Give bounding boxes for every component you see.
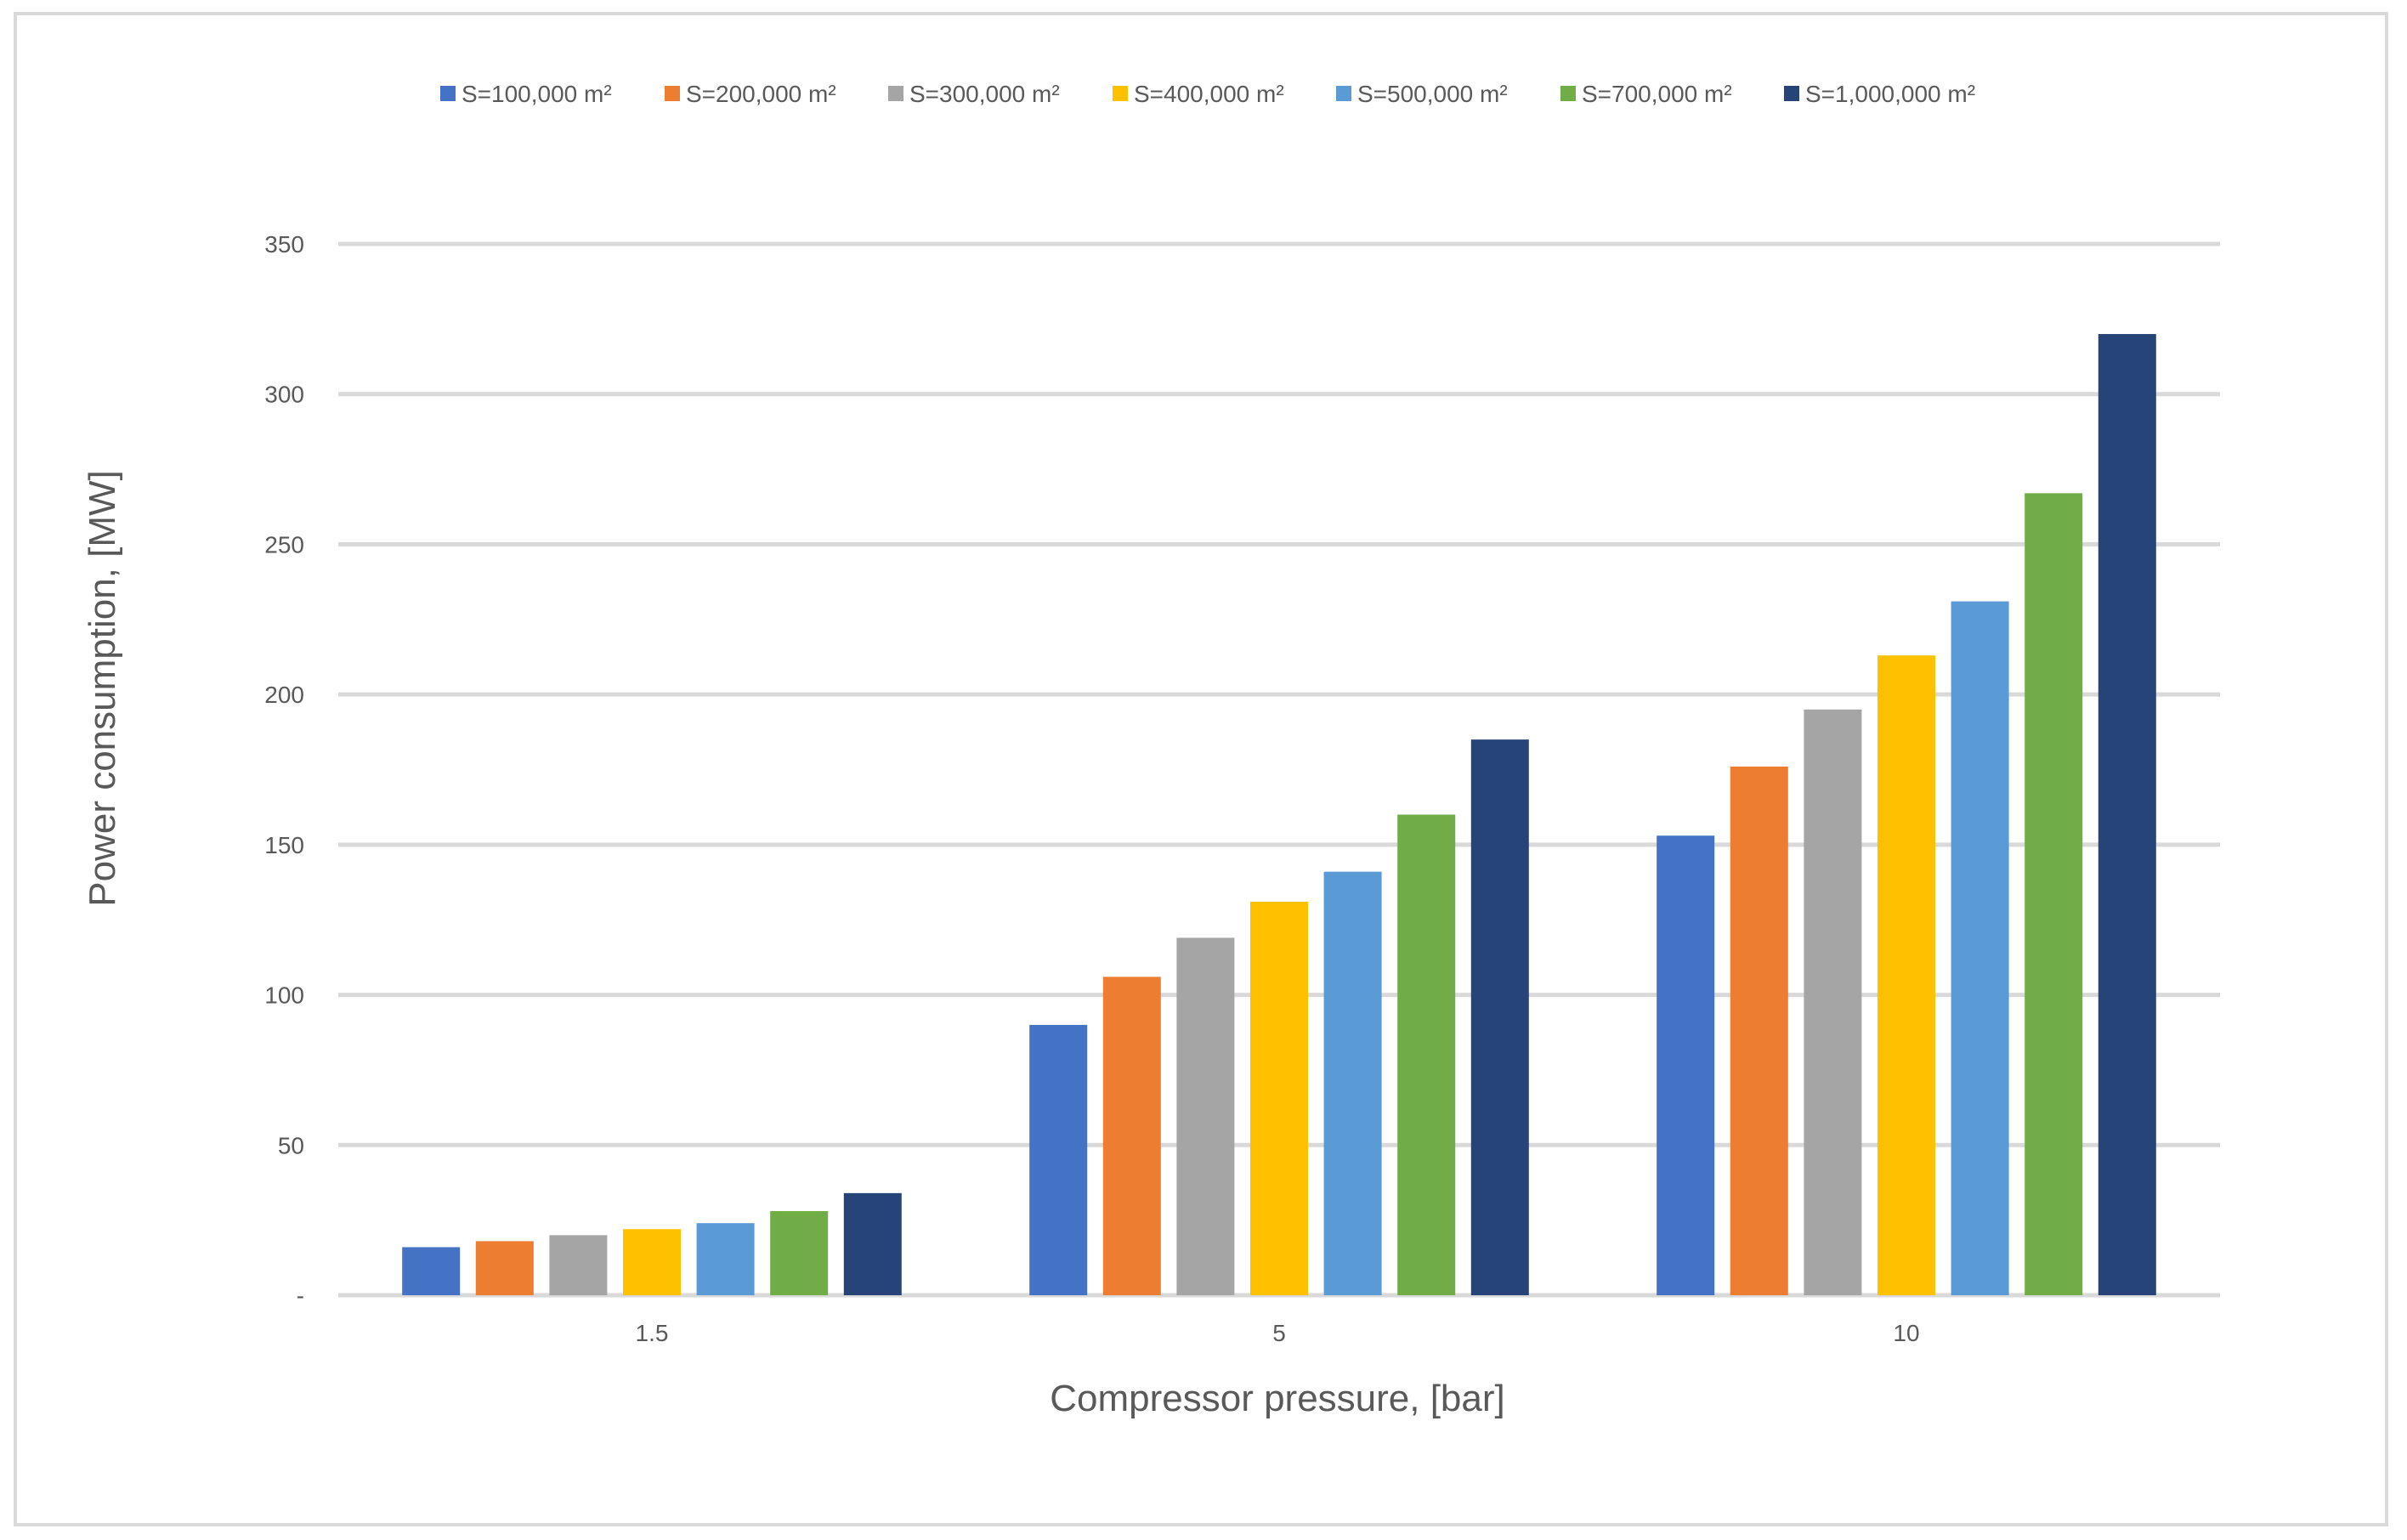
- legend-item: S=300,000 m²: [888, 81, 1060, 107]
- x-axis-ticks: 1.5 5 10: [636, 1320, 1920, 1346]
- legend-item: S=400,000 m²: [1113, 81, 1284, 107]
- legend-label: S=1,000,000 m²: [1805, 81, 1975, 107]
- x-tick-label: 10: [1893, 1320, 1919, 1346]
- legend-swatch: [1560, 86, 1576, 101]
- bar-10-series-3: [1804, 709, 1862, 1295]
- bars: [402, 334, 2156, 1295]
- y-axis-title: Power consumption, [MW]: [82, 470, 123, 907]
- legend-swatch: [665, 86, 680, 101]
- legend-swatch: [440, 86, 456, 101]
- legend-item: S=200,000 m²: [665, 81, 836, 107]
- y-tick-label: 200: [264, 682, 304, 708]
- bar-10-series-6: [2025, 493, 2083, 1295]
- legend-label: S=100,000 m²: [462, 81, 612, 107]
- bar-1.5-series-7: [843, 1192, 902, 1295]
- bar-1.5-series-1: [402, 1247, 461, 1295]
- legend-item: S=100,000 m²: [440, 81, 612, 107]
- legend-label: S=700,000 m²: [1582, 81, 1732, 107]
- bar-5-series-7: [1470, 739, 1529, 1295]
- y-tick-label: 100: [264, 982, 304, 1009]
- y-tick-label: 150: [264, 832, 304, 858]
- legend-swatch: [1784, 86, 1799, 101]
- legend-label: S=300,000 m²: [909, 81, 1060, 107]
- legend: S=100,000 m² S=200,000 m² S=300,000 m² S=40…: [440, 81, 1975, 107]
- x-tick-label: 5: [1272, 1320, 1286, 1346]
- legend-swatch: [1336, 86, 1351, 101]
- legend-label: S=500,000 m²: [1357, 81, 1508, 107]
- legend-label: S=200,000 m²: [686, 81, 836, 107]
- bar-5-series-4: [1250, 902, 1308, 1295]
- bar-10-series-7: [2098, 334, 2156, 1295]
- bar-5-series-6: [1397, 814, 1456, 1295]
- y-tick-label: 300: [264, 382, 304, 408]
- bar-5-series-5: [1323, 871, 1382, 1295]
- legend-item: S=700,000 m²: [1560, 81, 1732, 107]
- bar-1.5-series-2: [475, 1241, 534, 1295]
- bar-1.5-series-4: [623, 1229, 681, 1295]
- bar-10-series-1: [1657, 835, 1715, 1295]
- legend-swatch: [1113, 86, 1128, 101]
- x-tick-label: 1.5: [636, 1320, 669, 1346]
- y-tick-label: 350: [264, 231, 304, 258]
- legend-swatch: [888, 86, 903, 101]
- y-tick-label: 50: [278, 1132, 304, 1158]
- bar-5-series-1: [1029, 1024, 1088, 1295]
- bar-1.5-series-5: [696, 1223, 755, 1295]
- bar-1.5-series-6: [770, 1211, 829, 1295]
- y-tick-label: 250: [264, 531, 304, 558]
- bar-5-series-2: [1102, 977, 1161, 1295]
- bar-10-series-5: [1951, 601, 2009, 1295]
- legend-item: S=1,000,000 m²: [1784, 81, 1975, 107]
- y-axis-ticks: - 50 100 150 200 250 300 350: [264, 231, 304, 1309]
- bar-5-series-3: [1176, 937, 1235, 1295]
- y-tick-label: -: [297, 1282, 304, 1309]
- bar-10-series-4: [1877, 655, 1935, 1295]
- x-axis-title: Compressor pressure, [bar]: [1050, 1378, 1505, 1419]
- bar-1.5-series-3: [549, 1235, 608, 1295]
- legend-item: S=500,000 m²: [1336, 81, 1508, 107]
- bar-10-series-2: [1730, 766, 1788, 1295]
- legend-label: S=400,000 m²: [1134, 81, 1284, 107]
